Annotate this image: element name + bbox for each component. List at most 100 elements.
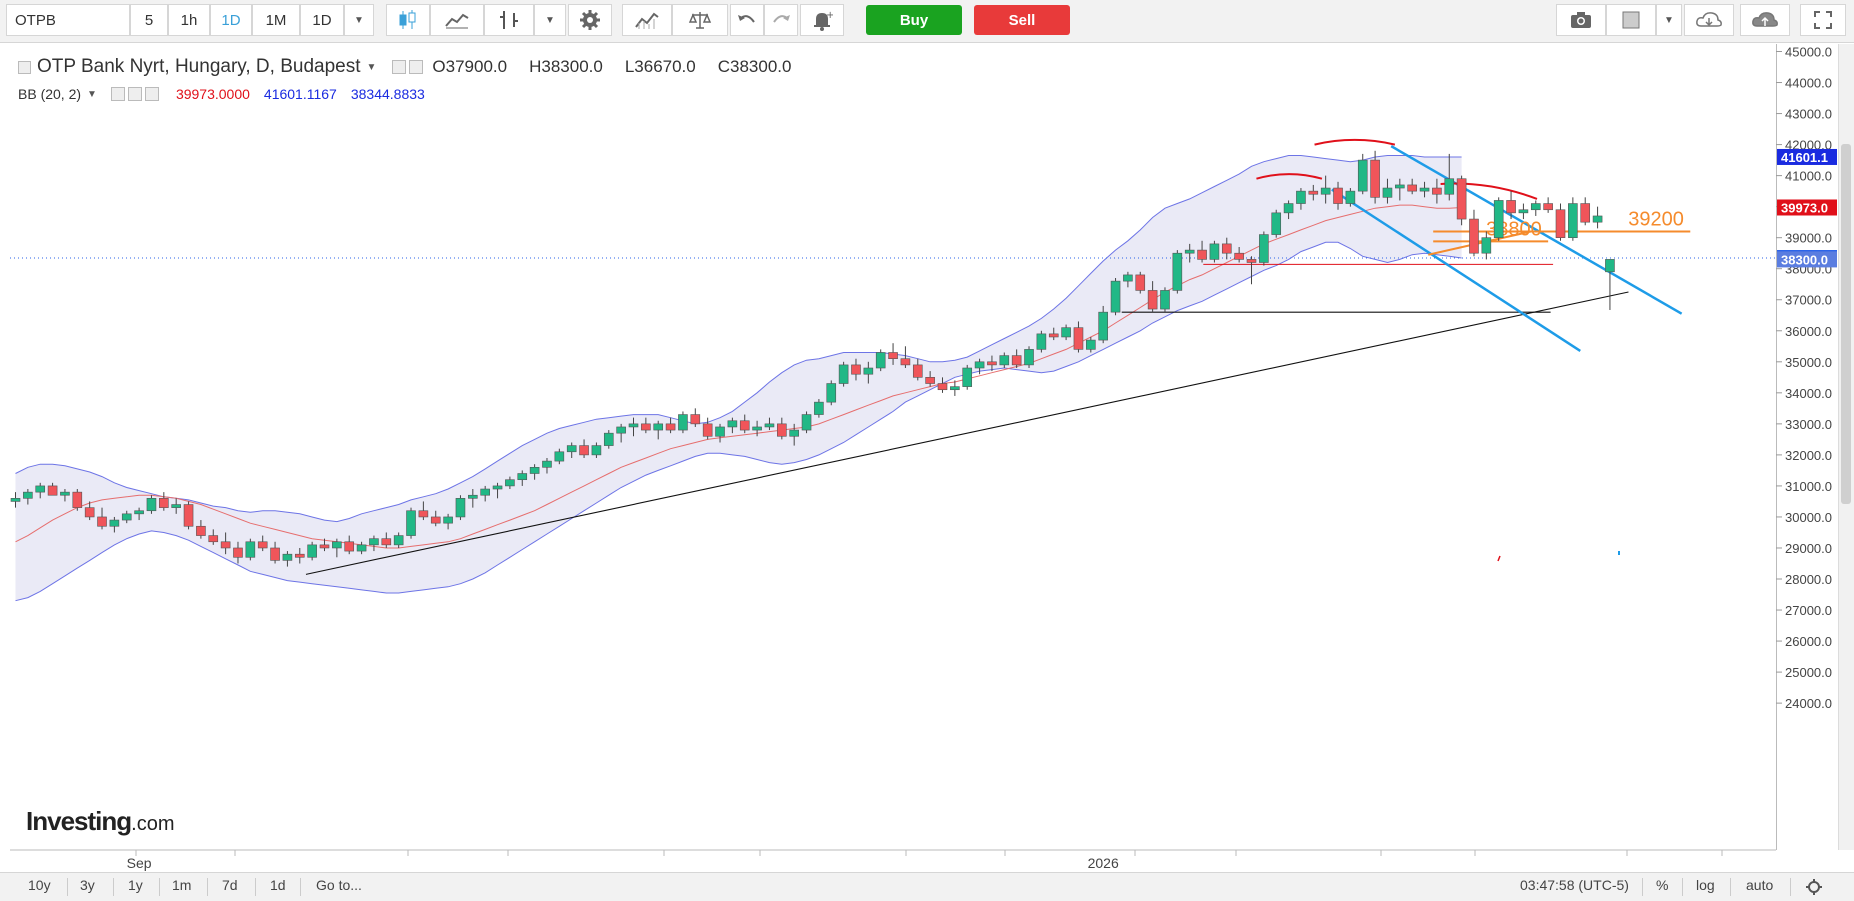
gear-icon[interactable] xyxy=(1806,879,1822,895)
gear-icon xyxy=(580,10,600,30)
buy-label: Buy xyxy=(899,11,929,29)
interval-1m-label: 1M xyxy=(265,11,287,29)
interval-5-label: 5 xyxy=(144,11,154,29)
symbol-text: OTPB xyxy=(15,11,56,29)
bell-icon: + xyxy=(814,10,833,31)
scrollbar-thumb[interactable] xyxy=(1841,144,1851,504)
symbol-search-input[interactable]: OTPB xyxy=(6,4,130,36)
range-10y-button[interactable]: 10y xyxy=(28,877,51,893)
bars-chart-type-button[interactable] xyxy=(484,4,534,36)
bb-indicator-label: BB (20, 2) xyxy=(18,86,82,102)
indicators-button[interactable] xyxy=(622,4,672,36)
divider xyxy=(113,878,114,896)
interval-chevron-button[interactable]: ▼ xyxy=(344,4,374,36)
range-3y-button[interactable]: 3y xyxy=(80,877,95,893)
settings-icon[interactable] xyxy=(127,87,142,101)
interval-1h-button[interactable]: 1h xyxy=(168,4,210,36)
divider xyxy=(1682,878,1683,896)
line-chart-type-button[interactable] xyxy=(430,4,484,36)
fullscreen-button[interactable] xyxy=(1800,4,1846,36)
fullscreen-icon xyxy=(1814,11,1832,29)
interval-dropdown-label: 1D xyxy=(312,11,332,29)
divider xyxy=(67,878,68,896)
open-value: O37900.0 xyxy=(432,57,508,76)
interval-1d-button[interactable]: 1D xyxy=(210,4,252,36)
bb-upper-value: 41601.1167 xyxy=(263,86,337,102)
redo-button[interactable] xyxy=(764,4,798,36)
undo-icon xyxy=(738,15,755,23)
range-7d-button[interactable]: 7d xyxy=(222,877,238,893)
auto-scale-toggle[interactable]: auto xyxy=(1746,877,1774,893)
interval-1h-label: 1h xyxy=(180,11,198,29)
layout-dropdown[interactable]: ▼ xyxy=(1656,4,1682,36)
divider xyxy=(300,878,301,896)
interval-1m-button[interactable]: 1M xyxy=(252,4,300,36)
redo-icon xyxy=(773,15,790,23)
divider xyxy=(1790,878,1791,896)
chart-legend: OTP Bank Nyrt, Hungary, D, Budapest ▼ O3… xyxy=(18,56,791,78)
divider xyxy=(1730,878,1731,896)
svg-text:+: + xyxy=(826,10,833,21)
close-value: C38300.0 xyxy=(717,57,792,76)
sell-label: Sell xyxy=(1008,11,1036,29)
log-scale-toggle[interactable]: log xyxy=(1696,877,1715,893)
alert-button[interactable]: + xyxy=(800,4,844,36)
time-axis-label: Sep xyxy=(127,855,152,871)
close-icon[interactable] xyxy=(144,87,159,101)
undo-button[interactable] xyxy=(730,4,764,36)
area-chart-icon xyxy=(445,13,469,29)
ohlc-bars-icon xyxy=(500,11,518,29)
divider xyxy=(1642,878,1643,896)
bottom-toolbar: 10y 3y 1y 1m 7d 1d Go to... 03:47:58 (UT… xyxy=(0,872,1854,901)
save-chart-button[interactable] xyxy=(1740,4,1790,36)
eye-icon[interactable] xyxy=(110,87,125,101)
chevron-down-icon: ▼ xyxy=(354,14,364,26)
clock-display[interactable]: 03:47:58 (UTC-5) xyxy=(1520,877,1629,893)
divider xyxy=(159,878,160,896)
divider xyxy=(255,878,256,896)
chart-type-dropdown[interactable]: ▼ xyxy=(534,4,566,36)
chevron-down-icon[interactable]: ▼ xyxy=(366,61,377,73)
goto-button[interactable]: Go to... xyxy=(316,877,362,893)
top-toolbar: OTPB 5 1h 1D 1M 1D ▼ ▼ + Buy Sell ▼ xyxy=(0,0,1854,43)
candlestick-icon xyxy=(399,10,416,29)
square-icon xyxy=(1622,11,1640,29)
interval-1d-label: 1D xyxy=(221,11,241,29)
chevron-down-icon[interactable]: ▼ xyxy=(87,88,97,100)
chevron-down-icon: ▼ xyxy=(1664,14,1674,26)
interval-dropdown[interactable]: 1D xyxy=(300,4,344,36)
low-value: L36670.0 xyxy=(624,57,696,76)
chevron-down-icon: ▼ xyxy=(545,14,555,26)
collapse-icon[interactable] xyxy=(18,60,31,74)
high-value: H38300.0 xyxy=(529,57,603,76)
candles-chart-type-button[interactable] xyxy=(386,4,430,36)
eye-icon[interactable] xyxy=(392,60,407,74)
range-1y-button[interactable]: 1y xyxy=(128,877,143,893)
layout-button[interactable] xyxy=(1606,4,1656,36)
divider xyxy=(207,878,208,896)
chart-area[interactable] xyxy=(10,44,1776,850)
bb-basis-value: 39973.0000 xyxy=(175,86,250,102)
indicators-icon xyxy=(635,12,659,29)
investing-logo: Investing.com xyxy=(26,806,174,837)
snapshot-button[interactable] xyxy=(1556,4,1606,36)
compare-button[interactable] xyxy=(672,4,728,36)
settings-icon[interactable] xyxy=(409,60,424,74)
percent-scale-toggle[interactable]: % xyxy=(1656,877,1669,893)
scales-icon xyxy=(688,12,712,29)
range-1d-button[interactable]: 1d xyxy=(270,877,286,893)
sell-button[interactable]: Sell xyxy=(974,5,1070,35)
settings-button[interactable] xyxy=(568,4,612,36)
logo-brand: Investing xyxy=(26,806,132,836)
bb-lower-value: 38344.8833 xyxy=(350,86,425,102)
chart-title: OTP Bank Nyrt, Hungary, D, Budapest xyxy=(37,56,361,77)
camera-icon xyxy=(1571,12,1591,28)
time-axis-label: 2026 xyxy=(1088,855,1119,871)
cloud-upload-icon xyxy=(1752,12,1778,27)
load-chart-button[interactable] xyxy=(1684,4,1734,36)
logo-suffix: .com xyxy=(131,813,175,835)
bb-legend: BB (20, 2) ▼ 39973.0000 41601.1167 38344… xyxy=(18,86,425,102)
range-1m-button[interactable]: 1m xyxy=(172,877,192,893)
interval-5-button[interactable]: 5 xyxy=(130,4,168,36)
buy-button[interactable]: Buy xyxy=(866,5,962,35)
